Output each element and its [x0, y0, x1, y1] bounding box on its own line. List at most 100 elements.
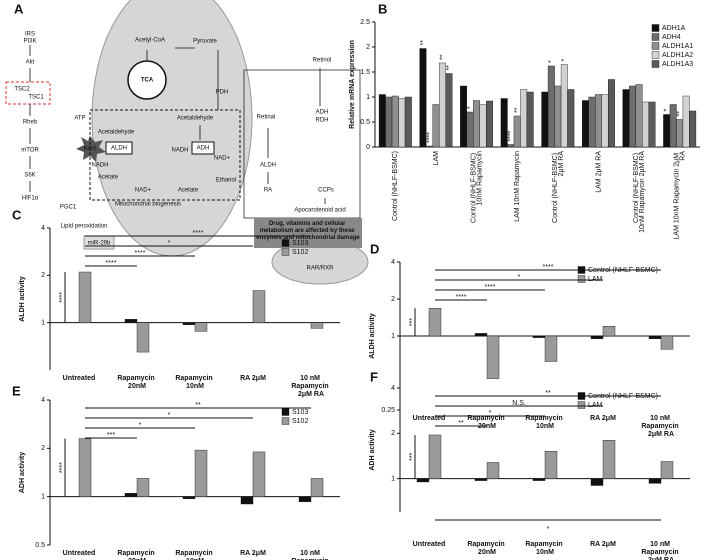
bar	[581, 100, 589, 148]
bar	[182, 496, 196, 499]
legend-swatch	[651, 24, 660, 32]
bar	[590, 478, 604, 486]
diagram-label: ADH	[197, 146, 210, 152]
legend-label: ALDH1A3	[662, 61, 693, 68]
bar	[473, 100, 481, 148]
bar	[567, 89, 575, 148]
bar	[602, 326, 616, 337]
ros-burst	[76, 136, 106, 162]
diagram-shapes	[5, 0, 369, 285]
significance-label: *	[548, 60, 555, 63]
diagram-label: Acetyl-CoA	[135, 38, 165, 44]
legend-swatch	[577, 275, 586, 283]
legend-swatch	[281, 248, 290, 256]
y-tick-label: 1	[366, 94, 370, 101]
bar	[466, 111, 474, 148]
bar	[385, 96, 393, 148]
y-tick-label: 2	[41, 445, 45, 452]
significance-label: **	[195, 402, 201, 409]
bar	[474, 333, 488, 337]
x-tick-label: 10 nM Rapamycin 2μM RA	[641, 415, 680, 438]
diagram-label: PDH	[216, 90, 229, 96]
significance-label: ****	[508, 130, 515, 141]
significance-label: *	[489, 410, 492, 417]
diagram-label: Retinal	[257, 115, 276, 121]
bar	[513, 115, 521, 148]
x-tick-label: Untreated	[63, 375, 96, 382]
legend-label: ADH1A	[662, 25, 686, 32]
x-tick-label: Rapamycin 10nM	[525, 415, 564, 430]
significance-label: ****	[193, 230, 204, 237]
y-tick-label: 2	[391, 430, 395, 437]
diagram-label: PI3K	[23, 39, 36, 45]
x-tick-label: RA 2μM	[240, 550, 266, 557]
bar	[541, 91, 549, 148]
diagram-label: ROS	[83, 147, 96, 153]
bar	[588, 96, 596, 148]
significance-label: **	[514, 107, 521, 113]
legend-label: LAM	[588, 402, 603, 409]
diagram-label: Akt	[26, 60, 35, 66]
bar	[136, 478, 150, 497]
bar	[660, 335, 674, 350]
significance-label: *	[168, 412, 171, 419]
legend-swatch	[651, 60, 660, 68]
significance-label: *	[518, 274, 521, 281]
diagram-label: Apocarotenoid acid	[294, 208, 345, 214]
bar	[544, 451, 558, 479]
diagram-label: ALDH	[260, 163, 276, 169]
bar	[252, 290, 266, 323]
y-tick-label: 1	[391, 475, 395, 482]
bar	[310, 478, 324, 497]
bar	[676, 119, 684, 148]
x-tick-label: Rapamycin 10nM	[175, 375, 214, 390]
bar	[622, 89, 630, 148]
bar	[486, 462, 500, 479]
diagram-label: RAR/RXR	[306, 266, 334, 272]
diagram-label: ATP	[74, 116, 85, 122]
bar	[438, 62, 446, 148]
diagram-label: NAD+	[214, 156, 231, 162]
significance-label: *	[467, 106, 474, 109]
bar	[660, 461, 674, 479]
bar	[252, 451, 266, 497]
y-tick-label: 1	[391, 333, 395, 340]
significance-label: *	[561, 59, 568, 62]
y-tick-label: 4	[391, 259, 395, 266]
significance-label: ****	[59, 462, 66, 473]
legend-label: ALDH1A2	[662, 52, 693, 59]
legend-label: LAM	[588, 276, 603, 283]
x-tick-label: Untreated	[63, 550, 96, 557]
diagram-label: Acetaldehyde	[98, 130, 135, 136]
bar	[648, 101, 656, 148]
bar	[507, 144, 515, 148]
bar	[648, 335, 662, 339]
tsc-box	[5, 81, 51, 105]
bar	[594, 94, 602, 148]
x-tick-label: RA 2μM	[590, 541, 616, 548]
x-tick-label: Control (NHLF-BSMC) 10nM Rapamycin 2μM R…	[633, 151, 646, 233]
diagram-label: Acetate	[98, 175, 119, 181]
x-tick-label: LAM 2μM RA	[595, 151, 602, 193]
bar	[419, 48, 427, 148]
arrows	[29, 45, 326, 204]
diagram-label: mTOR	[21, 148, 39, 154]
significance-label: ****	[543, 264, 554, 271]
x-tick-label: 10 nM Rapamycin 2μM RA	[291, 550, 330, 560]
y-axis-label: ADH activity	[19, 452, 26, 493]
significance-label: ****	[456, 294, 467, 301]
bar	[124, 493, 138, 497]
bar	[486, 100, 494, 148]
x-tick-label: 10 nM Rapamycin 2μM RA	[291, 375, 330, 398]
bar	[398, 98, 406, 148]
y-tick-label: 1	[41, 494, 45, 501]
x-tick-label: Untreated	[413, 541, 446, 548]
x-tick-label: Untreated	[413, 415, 446, 422]
x-tick-label: RA 2μM	[240, 375, 266, 382]
legend-swatch	[281, 417, 290, 425]
bar	[416, 478, 430, 483]
significance-label: ****	[59, 292, 66, 303]
bar	[240, 496, 254, 505]
bar	[554, 85, 562, 148]
